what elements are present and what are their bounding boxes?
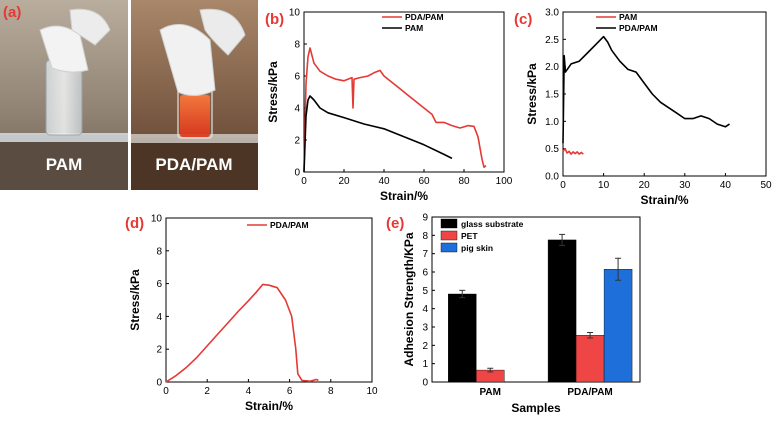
legend-swatch [440, 242, 458, 253]
y-axis-title-d: Stress/kPa [128, 269, 142, 331]
x-tick-label: 0 [560, 180, 566, 191]
photo-caption-pam: PAM [46, 155, 83, 174]
y-tick-label: 2 [156, 345, 162, 356]
y-tick-label: 0 [294, 168, 300, 179]
y-tick-label: 5 [422, 286, 428, 297]
y-axis-title-e: Adhesion Strength/KPa [402, 232, 416, 366]
y-tick-label: 3.0 [545, 8, 559, 19]
y-tick-label: 8 [294, 40, 300, 51]
category-label: PDA/PAM [567, 387, 612, 398]
y-tick-label: 2.5 [545, 35, 559, 46]
y-axis-title-b: Stress/kPa [266, 61, 280, 123]
x-tick-label: 2 [204, 386, 210, 397]
panel-label-b: (b) [265, 11, 284, 28]
y-tick-label: 2.0 [545, 62, 559, 73]
bar-PET-pda-pam [575, 335, 605, 383]
x-tick-label: 4 [246, 386, 252, 397]
y-tick-label: 4 [422, 304, 428, 315]
y-tick-label: 9 [422, 213, 428, 224]
y-tick-label: 1.5 [545, 90, 559, 101]
photo-pda-pam [131, 0, 258, 190]
panel-label-a: (a) [3, 4, 21, 21]
chart-d: 0 2 4 6 8 10 0 2 4 6 8 10 Strain/% Stress/kPa PDA/PAM (… [125, 214, 378, 414]
legend-swatch [440, 230, 458, 241]
x-tick-label: 50 [760, 180, 772, 191]
x-tick-label: 20 [338, 176, 350, 187]
x-tick-label: 100 [496, 176, 513, 187]
y-tick-label: 8 [156, 246, 162, 257]
legend-label: pig skin [461, 243, 493, 253]
legend-swatch [440, 218, 458, 229]
x-tick-label: 60 [418, 176, 430, 187]
x-tick-label: 40 [378, 176, 390, 187]
y-tick-label: 2 [294, 136, 300, 147]
y-tick-label: 1 [422, 359, 428, 370]
x-tick-label: 80 [458, 176, 470, 187]
x-tick-label: 8 [328, 386, 334, 397]
plot-frame-c [562, 11, 767, 177]
legend-label: PDA/PAM [619, 23, 658, 33]
plot-frame-e [431, 216, 641, 383]
legend-label: PET [461, 231, 478, 241]
x-tick-label: 30 [679, 180, 691, 191]
y-tick-label: 6 [294, 72, 300, 83]
series-line-pam [562, 147, 584, 155]
y-tick-label: 0.0 [545, 172, 559, 183]
series-line-pam [303, 95, 453, 173]
x-axis-title-e: Samples [511, 401, 561, 415]
x-tick-label: 40 [720, 180, 732, 191]
y-tick-label: 7 [422, 249, 428, 260]
panel-label-d: (d) [125, 215, 144, 232]
y-tick-label: 10 [289, 8, 301, 19]
series-line-pda-pam [303, 47, 487, 173]
y-tick-label: 10 [151, 214, 163, 225]
plot-frame-d [165, 217, 373, 383]
x-axis-title-d: Strain/% [245, 399, 293, 413]
category-label: PAM [479, 387, 500, 398]
photo-caption-pda-pam: PDA/PAM [155, 155, 232, 174]
y-tick-label: 2 [422, 341, 428, 352]
y-tick-label: 6 [156, 279, 162, 290]
x-tick-label: 6 [287, 386, 293, 397]
y-tick-label: 4 [156, 312, 162, 323]
bar-pig-skin-pda-pam [603, 269, 633, 383]
panel-label-e: (e) [386, 215, 404, 232]
legend-label: PDA/PAM [405, 12, 444, 22]
x-tick-label: 0 [163, 386, 169, 397]
y-tick-label: 3 [422, 323, 428, 334]
x-axis-title-b: Strain/% [380, 189, 428, 203]
panel-label-c: (c) [514, 11, 532, 28]
legend-label: PDA/PAM [270, 220, 309, 230]
chart-e: 0 1 2 3 4 5 6 7 8 9 PAM PDA/PAM Samples Adhesion Stre… [386, 213, 641, 415]
y-tick-label: 1.0 [545, 117, 559, 128]
y-axis-title-c: Stress/kPa [525, 63, 539, 125]
x-tick-label: 20 [639, 180, 651, 191]
legend-label: glass substrate [461, 219, 524, 229]
photo-pam [0, 0, 128, 190]
y-tick-label: 0 [156, 378, 162, 389]
photo-panel: PAM PDA/PAM (a) [0, 0, 258, 190]
bar-glass-substrate-pam [448, 293, 477, 383]
y-tick-label: 6 [422, 268, 428, 279]
x-tick-label: 10 [598, 180, 610, 191]
y-tick-label: 0.5 [545, 144, 559, 155]
bar-glass-substrate-pda-pam [547, 239, 577, 383]
chart-c: 0 10 20 30 40 50 0.0 0.5 1.0 1.5 2.0 2.5 3.0 Strain/%… [514, 8, 772, 208]
chart-b: 0 20 40 60 80 100 0 2 4 6 8 10 Strain/% Stress/kPa PDA… [265, 8, 513, 204]
y-tick-label: 8 [422, 231, 428, 242]
legend-label: PAM [405, 23, 423, 33]
series-line-pda-pam [562, 35, 730, 144]
x-axis-title-c: Strain/% [640, 193, 688, 207]
y-tick-label: 0 [422, 378, 428, 389]
legend-label: PAM [619, 12, 637, 22]
x-tick-label: 10 [366, 386, 378, 397]
plot-frame-b [303, 11, 505, 173]
y-tick-label: 4 [294, 104, 300, 115]
series-line-pda-pam [165, 283, 319, 383]
x-tick-label: 0 [301, 176, 307, 187]
